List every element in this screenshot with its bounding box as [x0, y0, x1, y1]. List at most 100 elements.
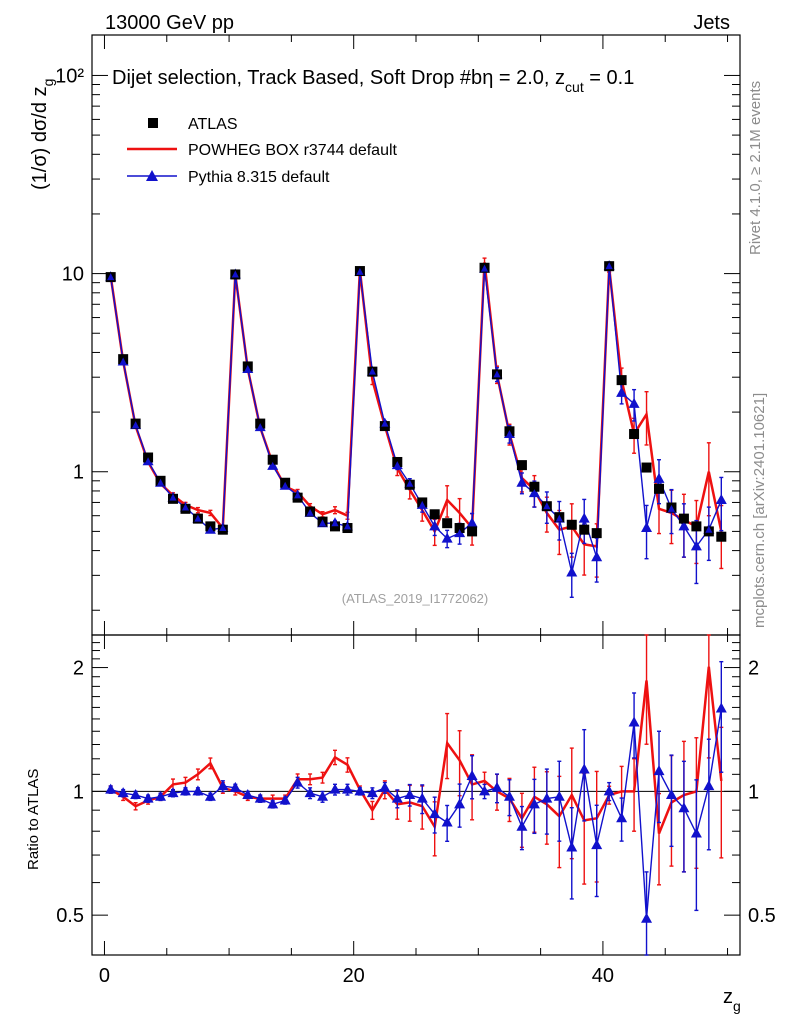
pythia-point-overlay: [194, 514, 202, 522]
pythia-point-overlay: [431, 522, 439, 530]
pythia-ratio-point: [578, 763, 590, 774]
legend-pythia-label: Pythia 8.315 default: [188, 169, 330, 186]
pythia-point-overlay: [169, 493, 177, 501]
pythia-ratio-point: [454, 798, 466, 809]
legend-atlas-label: ATLAS: [188, 116, 238, 133]
pythia-point-overlay: [705, 525, 713, 533]
atlas-point: [267, 454, 278, 465]
pythia-point-overlay: [406, 479, 414, 487]
pythia-ratio-point: [366, 787, 378, 798]
rivet-label: Rivet 4.1.0, ≥ 2.1M events: [747, 81, 764, 255]
x-tick-label: 40: [592, 965, 614, 987]
pythia-point-overlay: [156, 478, 165, 486]
pythia-ratio-point: [416, 792, 428, 803]
legend-pythia-marker: [146, 170, 158, 181]
pythia-point-overlay: [393, 461, 401, 469]
pythia-ratio-point: [254, 792, 266, 803]
pythia-point-overlay: [543, 502, 551, 510]
pythia-ratio-point: [441, 816, 453, 827]
pythia-ratio-point: [217, 780, 229, 791]
atlas-point: [629, 429, 640, 440]
chart-title: Dijet selection, Track Based, Soft Drop …: [112, 67, 634, 95]
pythia-point-overlay: [655, 474, 663, 482]
main-panel: 1 10 10²: [55, 34, 741, 636]
pythia-ratio-point: [267, 798, 279, 809]
pythia-ratio-point: [479, 785, 491, 796]
pythia-point-overlay: [119, 357, 127, 365]
pythia-ratio-point: [653, 765, 665, 776]
pythia-ratio-point: [354, 785, 366, 796]
pythia-point-overlay: [618, 388, 626, 396]
chart-title-end: = 0.1: [584, 67, 635, 89]
mcplots-label: mcplots.cern.ch [arXiv:2401.10621]: [751, 393, 768, 628]
pythia-point-overlay: [132, 421, 140, 429]
pythia-point-overlay: [219, 524, 227, 532]
atlas-point: [330, 521, 340, 532]
pythia-point-overlay: [144, 457, 152, 465]
pythia-ratio-point: [616, 812, 628, 823]
ratio-tick-label-right: 2: [748, 658, 759, 680]
pythia-ratio-point: [179, 785, 191, 796]
x-tick-label: 20: [343, 965, 365, 987]
chart-title-suffix: η = 2.0, z: [482, 67, 565, 89]
pythia-ratio-point: [429, 808, 441, 819]
pythia-point-overlay: [343, 522, 352, 530]
pythia-ratio-point: [690, 827, 702, 838]
ratio-tick-label: 1: [73, 781, 84, 803]
pythia-point-overlay: [418, 500, 426, 508]
atlas-point: [467, 526, 478, 537]
atlas-point: [654, 483, 664, 494]
pythia-point-overlay: [306, 508, 314, 516]
atlas-point: [516, 460, 527, 471]
pythia-point-overlay: [468, 519, 476, 527]
chart-title-sub: cut: [565, 79, 584, 95]
atlas-point: [579, 524, 590, 535]
atlas-point: [678, 513, 689, 524]
pythia-point-overlay: [493, 370, 501, 378]
pythia-ratio-point: [130, 788, 142, 799]
pythia-ratio-point: [304, 787, 316, 798]
header-left: 13000 GeV pp: [105, 12, 234, 34]
pythia-ratio-point: [703, 780, 715, 791]
pythia-ratio-point: [466, 769, 478, 780]
pythia-ratio-point: [292, 776, 304, 787]
atlas-point: [454, 523, 465, 534]
pythia-ratio-point: [155, 790, 167, 801]
pythia-point-overlay: [593, 553, 601, 561]
pythia-point-overlay: [568, 568, 576, 576]
pythia-point-overlay: [356, 267, 364, 275]
y-axis-title-main: (1/σ) dσ/d z: [29, 86, 51, 190]
x-axis-title: zg: [723, 986, 741, 1014]
pythia-ratio-point: [142, 792, 154, 803]
ratio-tick-label: 2: [73, 658, 84, 680]
legend-atlas-marker: [148, 118, 158, 128]
pythia-point-overlay: [368, 367, 376, 375]
pythia-point-overlay: [667, 504, 676, 512]
atlas-point: [716, 531, 727, 542]
y-tick-label: 10: [62, 264, 84, 286]
pythia-point-overlay: [443, 534, 451, 542]
pythia-point-overlay: [680, 522, 688, 530]
pythia-point-overlay: [331, 519, 339, 527]
pythia-point-overlay: [456, 529, 464, 537]
pythia-ratio-point: [591, 839, 603, 850]
pythia-ratio-point: [317, 790, 329, 801]
pythia-ratio-point: [516, 820, 528, 831]
x-tick-label: 0: [99, 965, 110, 987]
pythia-ratio-point: [603, 785, 615, 796]
watermark: (ATLAS_2019_I1772062): [342, 591, 488, 606]
pythia-point-overlay: [505, 430, 514, 438]
ratio-tick-label-right: 0.5: [748, 905, 776, 927]
pythia-point-overlay: [605, 262, 613, 270]
pythia-ratio-point: [491, 781, 503, 792]
atlas-point: [641, 462, 652, 473]
pythia-point-overlay: [281, 481, 289, 489]
atlas-point: [591, 528, 602, 539]
y-axis-title: (1/σ) dσ/d zg: [29, 79, 56, 190]
ratio-axis-title: Ratio to ATLAS: [25, 769, 42, 870]
pythia-point-overlay: [181, 503, 190, 511]
ratio-tick-label: 0.5: [56, 905, 84, 927]
pythia-ratio-point: [404, 788, 416, 799]
pythia-point-overlay: [480, 264, 489, 272]
